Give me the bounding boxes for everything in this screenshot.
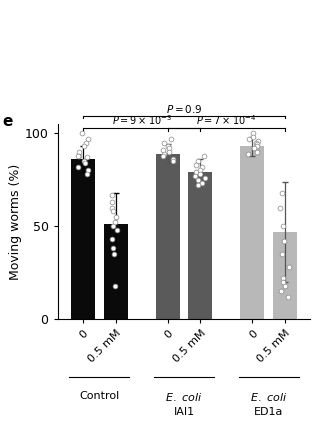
Point xyxy=(75,163,80,170)
Point xyxy=(255,148,260,155)
Point xyxy=(83,139,88,146)
Point xyxy=(165,143,171,150)
Point xyxy=(194,169,199,176)
Point xyxy=(196,182,201,189)
Point xyxy=(255,137,260,144)
Point xyxy=(171,158,176,165)
Point xyxy=(111,250,116,257)
Text: $E.\ coli$: $E.\ coli$ xyxy=(250,391,287,403)
Point xyxy=(114,226,119,233)
Point xyxy=(111,222,116,229)
Point xyxy=(286,293,291,300)
Point xyxy=(166,144,171,152)
Point xyxy=(201,152,206,159)
Point xyxy=(251,144,256,152)
Point xyxy=(197,167,202,174)
Point xyxy=(76,148,82,155)
Text: ED1a: ED1a xyxy=(254,407,284,416)
Point xyxy=(279,189,284,196)
Point xyxy=(83,159,88,167)
Point xyxy=(278,288,284,295)
Point xyxy=(254,143,260,150)
Point xyxy=(280,222,285,229)
Point xyxy=(277,204,283,211)
Bar xyxy=(273,232,297,319)
Point xyxy=(280,278,285,285)
Bar xyxy=(188,172,212,319)
Point xyxy=(170,156,175,163)
Point xyxy=(280,250,285,257)
Point xyxy=(286,264,291,271)
Point xyxy=(250,133,255,140)
Point xyxy=(112,219,117,226)
Point xyxy=(86,167,91,174)
Bar xyxy=(240,146,264,319)
Point xyxy=(110,191,115,198)
Point xyxy=(192,172,197,179)
Point xyxy=(160,152,165,159)
Point xyxy=(245,150,250,157)
Text: Control: Control xyxy=(79,391,119,401)
Bar xyxy=(104,224,128,319)
Y-axis label: Moving worms (%): Moving worms (%) xyxy=(9,163,22,280)
Point xyxy=(111,245,116,252)
Text: e: e xyxy=(2,114,12,129)
Bar xyxy=(71,159,95,319)
Point xyxy=(253,139,258,146)
Text: $P = 7 \times 10^{-4}$: $P = 7 \times 10^{-4}$ xyxy=(196,113,256,127)
Point xyxy=(281,275,286,282)
Point xyxy=(109,236,114,243)
Point xyxy=(200,163,205,170)
Point xyxy=(76,152,81,159)
Point xyxy=(84,154,90,161)
Point xyxy=(113,214,118,221)
Point xyxy=(160,147,165,154)
Point xyxy=(168,136,173,143)
Point xyxy=(85,136,91,143)
Point xyxy=(82,158,87,165)
Point xyxy=(79,130,84,137)
Point xyxy=(202,175,207,182)
Point xyxy=(196,158,201,165)
Point xyxy=(166,148,172,155)
Point xyxy=(82,143,87,150)
Text: $P = 0.9$: $P = 0.9$ xyxy=(166,103,202,115)
Bar xyxy=(156,154,180,319)
Point xyxy=(200,180,205,187)
Text: $E.\ coli$: $E.\ coli$ xyxy=(165,391,203,403)
Text: $P = 9 \times 10^{-3}$: $P = 9 \times 10^{-3}$ xyxy=(112,113,172,127)
Point xyxy=(113,282,118,289)
Point xyxy=(283,282,288,289)
Point xyxy=(193,161,198,168)
Point xyxy=(246,136,252,143)
Point xyxy=(109,204,115,211)
Point xyxy=(281,237,286,245)
Point xyxy=(198,171,203,178)
Point xyxy=(161,150,166,157)
Point xyxy=(255,141,260,148)
Point xyxy=(84,171,89,178)
Point xyxy=(76,152,82,159)
Point xyxy=(162,139,167,146)
Point xyxy=(250,130,255,137)
Text: IAI1: IAI1 xyxy=(173,407,195,416)
Point xyxy=(109,198,115,206)
Point xyxy=(111,208,116,215)
Point xyxy=(195,176,200,183)
